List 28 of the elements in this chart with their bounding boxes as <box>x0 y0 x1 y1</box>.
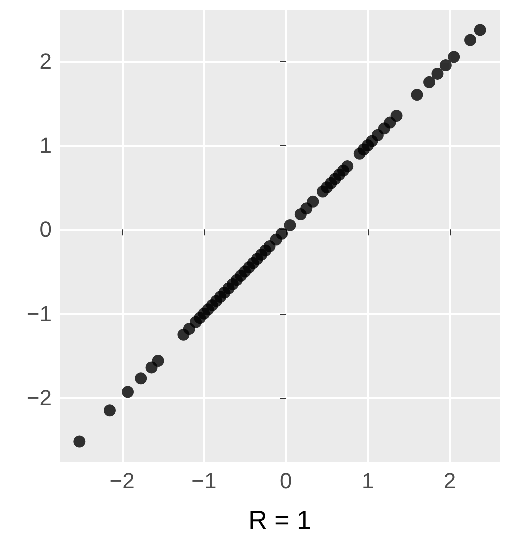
x-tick-label: 1 <box>362 468 374 494</box>
y-tick-label: 1 <box>40 133 52 158</box>
point <box>440 60 452 72</box>
x-axis-title: R = 1 <box>248 505 312 535</box>
point <box>135 372 148 385</box>
y-tick-label: 0 <box>40 217 52 242</box>
x-tick-label: −1 <box>192 468 217 494</box>
y-tick-label: 2 <box>40 48 52 74</box>
point <box>74 436 86 448</box>
point <box>390 110 403 122</box>
point <box>474 24 486 36</box>
point <box>411 89 424 102</box>
point <box>307 196 320 208</box>
point <box>342 160 354 173</box>
point <box>424 76 436 88</box>
point <box>432 68 444 80</box>
point <box>464 34 477 46</box>
point <box>276 228 288 240</box>
x-tick-label: −2 <box>110 468 135 494</box>
y-tick-label: −2 <box>26 386 52 411</box>
point <box>152 354 164 367</box>
point <box>448 51 460 64</box>
x-tick-label: 2 <box>444 468 456 494</box>
x-tick-label: 0 <box>280 468 292 494</box>
point <box>284 219 296 232</box>
y-tick-label: −1 <box>26 301 52 326</box>
point <box>104 404 116 417</box>
point <box>122 386 134 398</box>
